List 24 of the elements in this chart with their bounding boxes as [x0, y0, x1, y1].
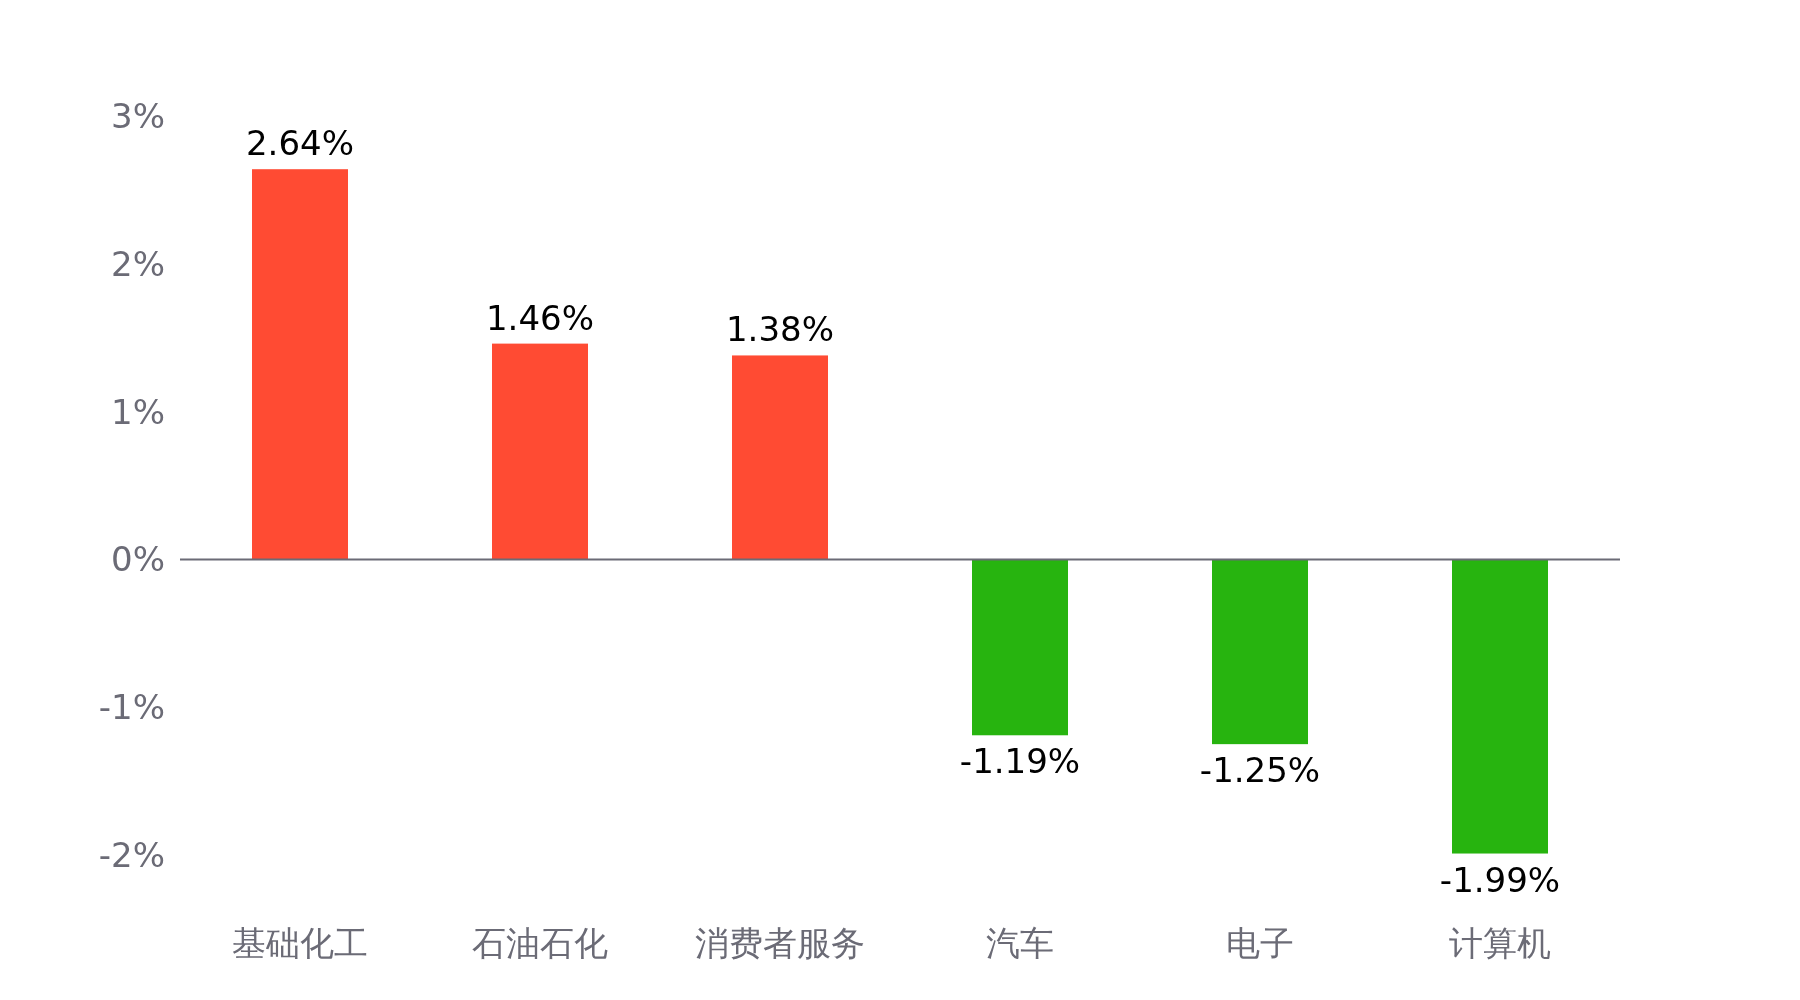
- y-tick-label: 1%: [111, 391, 165, 432]
- bar: [972, 559, 1068, 736]
- data-label: -1.25%: [1199, 750, 1321, 791]
- x-tick-label: 计算机: [1449, 923, 1551, 963]
- data-label: -1.19%: [959, 741, 1081, 782]
- y-tick-label: 0%: [111, 539, 165, 580]
- bar: [492, 343, 588, 560]
- bar: [1452, 559, 1548, 854]
- y-tick-label: 3%: [111, 95, 165, 136]
- x-tick-label: 石油石化: [472, 923, 608, 963]
- data-label: 1.38%: [725, 309, 835, 350]
- data-label: 1.46%: [485, 297, 595, 338]
- x-tick-label: 电子: [1226, 923, 1294, 963]
- x-tick-label: 基础化工: [232, 923, 368, 963]
- data-label: 2.64%: [245, 123, 355, 164]
- x-tick-label: 消费者服务: [695, 923, 865, 963]
- data-label: -1.99%: [1439, 859, 1561, 900]
- bar: [252, 169, 348, 560]
- y-tick-label: -2%: [98, 834, 165, 875]
- bar: [732, 355, 828, 560]
- x-tick-label: 汽车: [986, 923, 1054, 963]
- y-tick-label: 2%: [111, 243, 165, 284]
- bar: [1212, 559, 1308, 745]
- y-tick-label: -1%: [98, 687, 165, 728]
